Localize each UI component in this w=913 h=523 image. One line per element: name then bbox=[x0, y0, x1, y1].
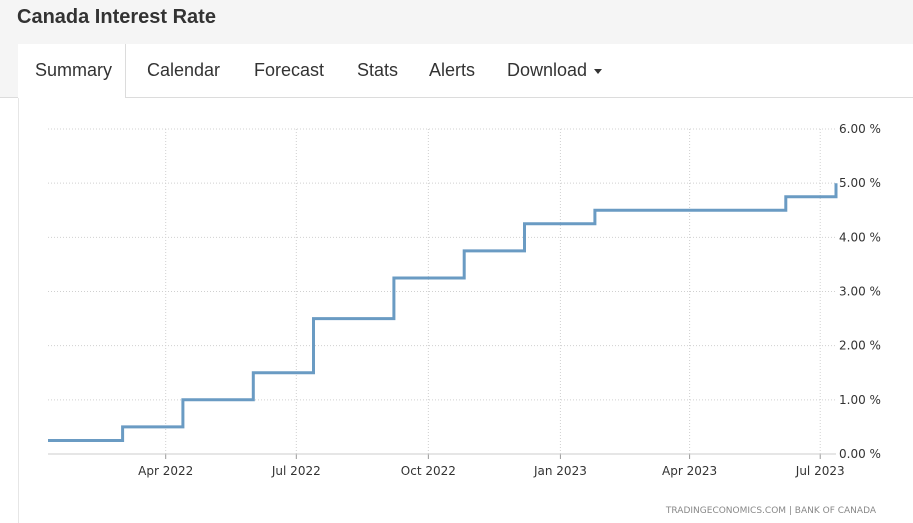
x-tick-label: Jul 2022 bbox=[271, 464, 321, 478]
interest-rate-chart: 0.00 % 1.00 % 2.00 % 3.00 % 4.00 % 5.00 % 6.00… bbox=[48, 122, 881, 516]
x-tick-label: Oct 2022 bbox=[401, 464, 456, 478]
y-axis: 0.00 % 1.00 % 2.00 % 3.00 % 4.00 % 5.00 % 6.00… bbox=[839, 122, 881, 461]
x-tick-label: Apr 2022 bbox=[138, 464, 193, 478]
chart-grid bbox=[48, 128, 836, 459]
y-tick-label: 4.00 % bbox=[839, 230, 881, 244]
y-tick-label: 5.00 % bbox=[839, 176, 881, 190]
y-tick-label: 1.00 % bbox=[839, 393, 881, 407]
chart-panel: 0.00 % 1.00 % 2.00 % 3.00 % 4.00 % 5.00 % 6.00… bbox=[18, 98, 913, 523]
y-tick-label: 6.00 % bbox=[839, 122, 881, 136]
y-tick-label: 2.00 % bbox=[839, 339, 881, 353]
tab-alerts[interactable]: Alerts bbox=[429, 60, 476, 80]
tab-download[interactable]: Download bbox=[503, 44, 606, 97]
tab-stats[interactable]: Stats bbox=[357, 60, 399, 80]
x-tick-label: Jan 2023 bbox=[533, 464, 587, 478]
chart-source: TRADINGECONOMICS.COM | BANK OF CANADA bbox=[665, 506, 877, 516]
tab-bar: Summary Calendar Forecast Stats Alerts D… bbox=[0, 44, 913, 98]
tab-summary[interactable]: Summary bbox=[17, 44, 127, 98]
page-header: Canada Interest Rate bbox=[0, 0, 913, 45]
tab-bar-left-strip bbox=[0, 44, 18, 98]
x-axis: Apr 2022 Jul 2022 Oct 2022 Jan 2023 Apr 2023… bbox=[138, 464, 844, 478]
tab-forecast[interactable]: Forecast bbox=[254, 60, 325, 80]
y-tick-label: 0.00 % bbox=[839, 447, 881, 461]
x-tick-label: Jul 2023 bbox=[795, 464, 845, 478]
page-title: Canada Interest Rate bbox=[17, 6, 216, 28]
x-tick-label: Apr 2023 bbox=[662, 464, 717, 478]
rate-series-line bbox=[48, 183, 838, 442]
tab-calendar[interactable]: Calendar bbox=[147, 60, 221, 80]
y-tick-label: 3.00 % bbox=[839, 285, 881, 299]
caret-down-icon bbox=[594, 68, 603, 74]
tab-download-label: Download bbox=[507, 60, 588, 80]
chart-series bbox=[48, 183, 838, 442]
